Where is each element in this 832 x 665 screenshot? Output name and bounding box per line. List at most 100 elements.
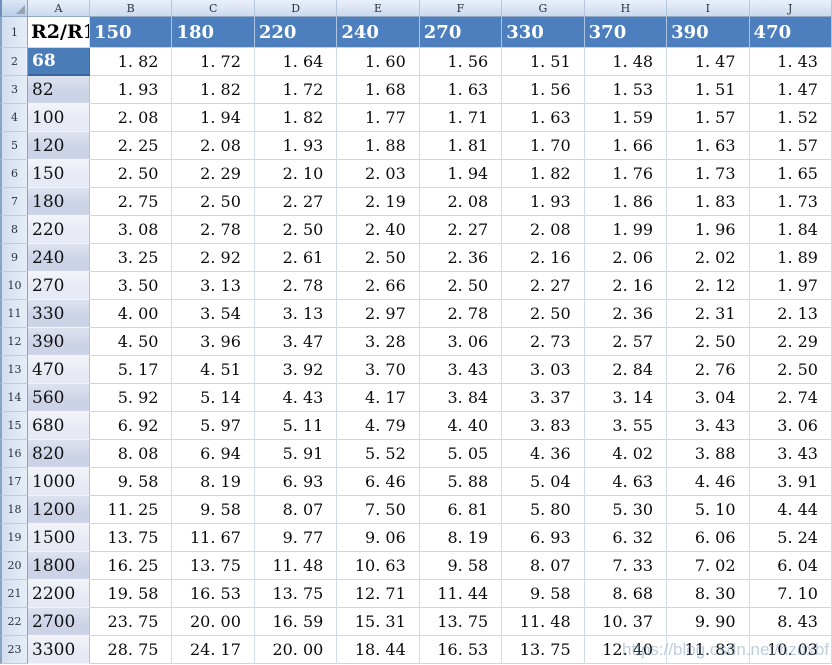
row-header-6[interactable]: 6 xyxy=(0,160,28,188)
cell-value[interactable]: 5. 10 xyxy=(667,496,750,524)
cell-header-470[interactable]: 470 xyxy=(749,17,832,48)
cell-value[interactable]: 1. 47 xyxy=(667,48,750,76)
cell-header-370[interactable]: 370 xyxy=(584,17,668,48)
cell-value[interactable]: 2. 50 xyxy=(254,216,338,244)
cell-value[interactable]: 1. 97 xyxy=(749,272,832,300)
cell-value[interactable]: 13. 75 xyxy=(254,580,338,608)
row-header-22[interactable]: 22 xyxy=(0,608,28,636)
cell-value[interactable]: 7. 33 xyxy=(584,552,668,580)
row-header-9[interactable]: 9 xyxy=(0,244,28,272)
cell-value[interactable]: 3. 04 xyxy=(667,384,750,412)
cell-value[interactable]: 6. 92 xyxy=(90,412,173,440)
cell-value[interactable]: 3. 43 xyxy=(419,356,503,384)
cell-value[interactable]: 8. 07 xyxy=(502,552,585,580)
cell-value[interactable]: 28. 75 xyxy=(90,636,173,664)
cell-value[interactable]: 2. 03 xyxy=(337,160,420,188)
cell-r2r1-1000[interactable]: 1000 xyxy=(28,468,90,496)
cell-header-330[interactable]: 330 xyxy=(502,17,585,48)
cell-value[interactable]: 19. 58 xyxy=(90,580,173,608)
cell-value[interactable]: 16. 25 xyxy=(90,552,173,580)
cell-value[interactable]: 3. 70 xyxy=(337,356,420,384)
cell-value[interactable]: 20. 00 xyxy=(172,608,255,636)
cell-value[interactable]: 3. 55 xyxy=(584,412,668,440)
cell-value[interactable]: 3. 50 xyxy=(90,272,173,300)
cell-value[interactable]: 6. 93 xyxy=(502,524,585,552)
cell-value[interactable]: 1. 72 xyxy=(254,76,338,104)
cell-r2r1-180[interactable]: 180 xyxy=(28,188,90,216)
cell-value[interactable]: 3. 91 xyxy=(749,468,832,496)
cell-value[interactable]: 2. 31 xyxy=(667,300,750,328)
row-header-8[interactable]: 8 xyxy=(0,216,28,244)
cell-r2r1-560[interactable]: 560 xyxy=(28,384,90,412)
cell-a1-corner-label[interactable]: R2/R1 xyxy=(28,17,90,48)
cell-value[interactable]: 1. 82 xyxy=(254,104,338,132)
cell-r2r1-3300[interactable]: 3300 xyxy=(28,636,90,664)
cell-value[interactable]: 2. 08 xyxy=(419,188,503,216)
cell-value[interactable]: 11. 83 xyxy=(667,636,750,664)
cell-value[interactable]: 3. 13 xyxy=(172,272,255,300)
cell-value[interactable]: 1. 82 xyxy=(502,160,585,188)
cell-value[interactable]: 6. 04 xyxy=(749,552,832,580)
cell-value[interactable]: 12. 71 xyxy=(337,580,420,608)
cell-value[interactable]: 13. 75 xyxy=(502,636,585,664)
cell-value[interactable]: 1. 66 xyxy=(584,132,668,160)
cell-value[interactable]: 1. 82 xyxy=(172,76,255,104)
cell-value[interactable]: 4. 36 xyxy=(502,440,585,468)
cell-value[interactable]: 1. 59 xyxy=(584,104,668,132)
cell-value[interactable]: 1. 48 xyxy=(584,48,668,76)
cell-value[interactable]: 11. 48 xyxy=(254,552,338,580)
row-header-21[interactable]: 21 xyxy=(0,580,28,608)
cell-value[interactable]: 4. 46 xyxy=(667,468,750,496)
cell-value[interactable]: 1. 93 xyxy=(90,76,173,104)
cell-value[interactable]: 11. 44 xyxy=(419,580,503,608)
cell-value[interactable]: 2. 50 xyxy=(172,188,255,216)
cell-value[interactable]: 1. 89 xyxy=(749,244,832,272)
cell-value[interactable]: 5. 04 xyxy=(502,468,585,496)
cell-value[interactable]: 2. 10 xyxy=(254,160,338,188)
cell-value[interactable]: 2. 29 xyxy=(172,160,255,188)
cell-value[interactable]: 9. 58 xyxy=(502,580,585,608)
column-header-f[interactable]: F xyxy=(419,0,503,17)
column-header-j[interactable]: J xyxy=(749,0,832,17)
cell-r2r1-330[interactable]: 330 xyxy=(28,300,90,328)
column-header-d[interactable]: D xyxy=(254,0,338,17)
cell-value[interactable]: 2. 36 xyxy=(584,300,668,328)
cell-value[interactable]: 3. 47 xyxy=(254,328,338,356)
cell-value[interactable]: 1. 71 xyxy=(419,104,503,132)
cell-value[interactable]: 2. 50 xyxy=(419,272,503,300)
cell-value[interactable]: 3. 92 xyxy=(254,356,338,384)
cell-value[interactable]: 8. 07 xyxy=(254,496,338,524)
cell-value[interactable]: 9. 58 xyxy=(90,468,173,496)
row-header-5[interactable]: 5 xyxy=(0,132,28,160)
cell-value[interactable]: 2. 76 xyxy=(667,356,750,384)
cell-value[interactable]: 2. 92 xyxy=(172,244,255,272)
cell-value[interactable]: 2. 78 xyxy=(172,216,255,244)
cell-value[interactable]: 2. 08 xyxy=(172,132,255,160)
row-header-18[interactable]: 18 xyxy=(0,496,28,524)
cell-value[interactable]: 6. 32 xyxy=(584,524,668,552)
cell-value[interactable]: 18. 44 xyxy=(337,636,420,664)
cell-value[interactable]: 1. 73 xyxy=(667,160,750,188)
cell-value[interactable]: 1. 51 xyxy=(667,76,750,104)
cell-value[interactable]: 2. 66 xyxy=(337,272,420,300)
cell-value[interactable]: 1. 86 xyxy=(584,188,668,216)
cell-value[interactable]: 1. 73 xyxy=(749,188,832,216)
cell-value[interactable]: 2. 50 xyxy=(667,328,750,356)
cell-value[interactable]: 1. 93 xyxy=(502,188,585,216)
cell-value[interactable]: 1. 77 xyxy=(337,104,420,132)
cell-value[interactable]: 1. 94 xyxy=(172,104,255,132)
row-header-14[interactable]: 14 xyxy=(0,384,28,412)
cell-value[interactable]: 5. 80 xyxy=(502,496,585,524)
cell-r2r1-82[interactable]: 82 xyxy=(28,76,90,104)
cell-value[interactable]: 5. 91 xyxy=(254,440,338,468)
cell-value[interactable]: 4. 50 xyxy=(90,328,173,356)
cell-value[interactable]: 8. 43 xyxy=(749,608,832,636)
cell-value[interactable]: 8. 19 xyxy=(172,468,255,496)
cell-value[interactable]: 1. 47 xyxy=(749,76,832,104)
cell-value[interactable]: 4. 51 xyxy=(172,356,255,384)
cell-value[interactable]: 2. 36 xyxy=(419,244,503,272)
cell-value[interactable]: 2. 16 xyxy=(502,244,585,272)
cell-value[interactable]: 5. 14 xyxy=(172,384,255,412)
cell-value[interactable]: 6. 81 xyxy=(419,496,503,524)
cell-header-390[interactable]: 390 xyxy=(667,17,750,48)
